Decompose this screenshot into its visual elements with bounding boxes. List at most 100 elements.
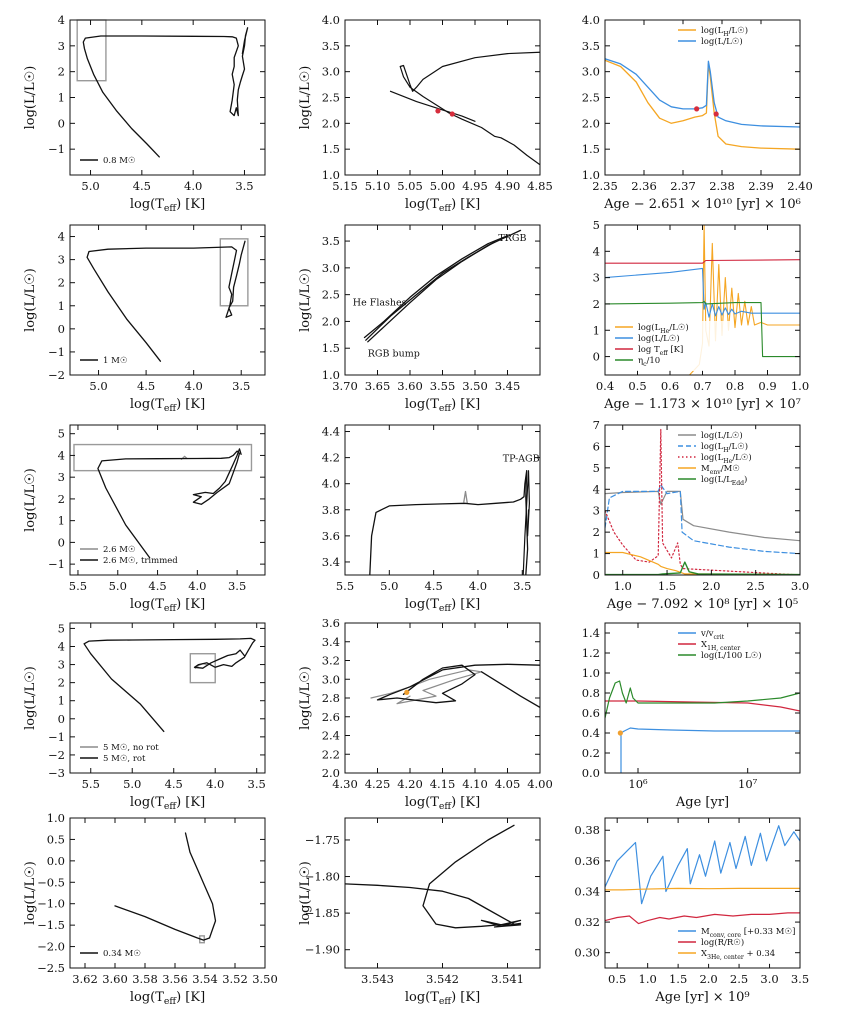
y-tick-label: 5 [58,621,65,635]
y-tick-label: 3 [58,39,65,53]
annotation-label: TP-AGB [503,454,540,465]
series-line-3 [605,428,800,575]
y-tick-label: 1 [58,91,65,105]
plot-frame [344,817,541,969]
x-tick-label: 0.5 [628,379,646,393]
series-line-1 [82,27,249,158]
y-axis-label: log(L/L☉) [23,66,38,130]
x-tick-label: 3.5 [228,579,246,593]
series-line-1 [114,832,217,941]
x-tick-label: 4.0 [185,379,203,393]
y-tick-label: 1.0 [322,168,340,182]
y-tick-label: 0 [593,568,600,582]
y-tick-label: 2 [58,492,65,506]
y-tick-label: 1.5 [322,341,340,355]
y-tick-label: 4.0 [322,477,340,491]
legend-label: log(LH/L☉) [701,441,748,454]
x-tick-label: 3.5 [248,777,266,791]
x-tick-label: 2.0 [699,972,717,986]
x-tick-label: 3.52 [222,972,248,986]
x-tick-label: 3.60 [102,972,128,986]
x-tick-label: 2.5 [747,579,765,593]
x-axis-label: log(Teff) [K] [405,597,480,614]
y-tick-label: 3 [593,504,600,518]
series-line-3 [365,241,496,341]
y-tick-label: 3 [58,253,65,267]
y-tick-label: 2.2 [322,747,340,761]
y-tick-label: −2.5 [37,961,65,975]
x-tick-label: 1.0 [614,579,632,593]
y-tick-label: 4 [593,482,600,496]
x-tick-label: 4.5 [133,179,151,193]
x-tick-label: 3.60 [397,379,423,393]
x-tick-label: 3.62 [72,972,98,986]
y-tick-label: −1.0 [37,897,65,911]
series-group [363,229,522,343]
y-axis-label: log(L/L☉) [298,268,313,332]
y-tick-label: 1.5 [322,142,340,156]
legend-label: log(L/100 L☉) [701,650,762,661]
legend-label: log(LH/L☉) [701,25,748,38]
legend: log(LHe/L☉)log(L/L☉)log Teff [K]ηc/10 [611,321,731,371]
panel-r5c2: 3.543 3.542 3.541 −1.90 −1.85 −1.80 −1.75 log(T… [298,817,541,1007]
y-tick-label: 2 [58,676,65,690]
y-tick-label: 1 [593,547,600,561]
x-axis-label: log(Teff) [K] [405,197,480,214]
series-group [389,51,540,166]
x-axis-label: Age − 7.092 × 10⁸ [yr] × 10⁵ [606,597,798,612]
y-tick-label: 1.0 [322,368,340,382]
x-tick-label: 1.5 [669,972,687,986]
x-tick-label: 2.35 [592,179,618,193]
y-tick-label: −1 [48,730,65,744]
x-tick-label: 5.15 [332,179,358,193]
plot-frame [344,424,541,576]
legend-label: X1H, center [701,640,740,652]
data-marker-1 [404,689,410,695]
series-group [369,470,530,575]
x-tick-label: 5.0 [109,579,127,593]
y-tick-label: 4 [593,244,600,258]
legend-label: 5 M☉, rot [103,754,146,764]
x-tick-label: 2.36 [631,179,657,193]
y-tick-label: −1.90 [305,943,340,957]
y-tick-label: 2 [593,297,600,311]
y-tick-label: 3.0 [322,261,340,275]
series-line-1 [605,490,800,542]
y-tick-label: 2.0 [582,116,600,130]
legend: 0.34 M☉ [80,949,141,959]
y-tick-label: 3.0 [322,672,340,686]
x-tick-label: 5.0 [380,579,398,593]
y-tick-label: 4 [58,13,65,27]
x-tick-label: 2.40 [787,179,813,193]
x-tick-label: 5.5 [336,579,354,593]
y-tick-label: 5 [593,218,600,232]
x-axis-label: log(Teff) [K] [130,795,205,812]
series-group [83,637,256,733]
y-tick-label: 4 [58,448,65,462]
y-tick-label: 3.6 [322,616,340,630]
series-line-1 [620,727,800,773]
legend-label: 0.8 M☉ [103,156,136,166]
y-tick-label: −1 [48,557,65,571]
y-tick-label: 3.6 [322,529,340,543]
x-tick-label: 0.9 [758,379,776,393]
x-axis-label: log(Teff) [K] [405,795,480,812]
legend-label: log(L/L☉) [701,36,743,47]
x-axis-label: log(Teff) [K] [130,197,205,214]
series-line-3 [605,259,800,264]
x-tick-label: 3.70 [332,379,358,393]
y-axis-label: log(L/L☉) [23,468,38,532]
y-tick-label: 1 [58,299,65,313]
x-tick-label: 3.5 [235,179,253,193]
series-group [86,240,246,362]
legend-label: 0.34 M☉ [103,949,141,959]
series-group [114,832,217,941]
y-tick-label: 1.5 [582,142,600,156]
legend-label: log(L/L☉) [638,333,680,344]
legend-label: X3He, center + 0.34 [701,949,775,961]
x-tick-label: 1.0 [639,972,657,986]
y-tick-label: −1.5 [37,918,65,932]
x-tick-label: 5.0 [123,777,141,791]
x-tick-label: 3.65 [365,379,391,393]
y-tick-label: 4 [58,639,65,653]
